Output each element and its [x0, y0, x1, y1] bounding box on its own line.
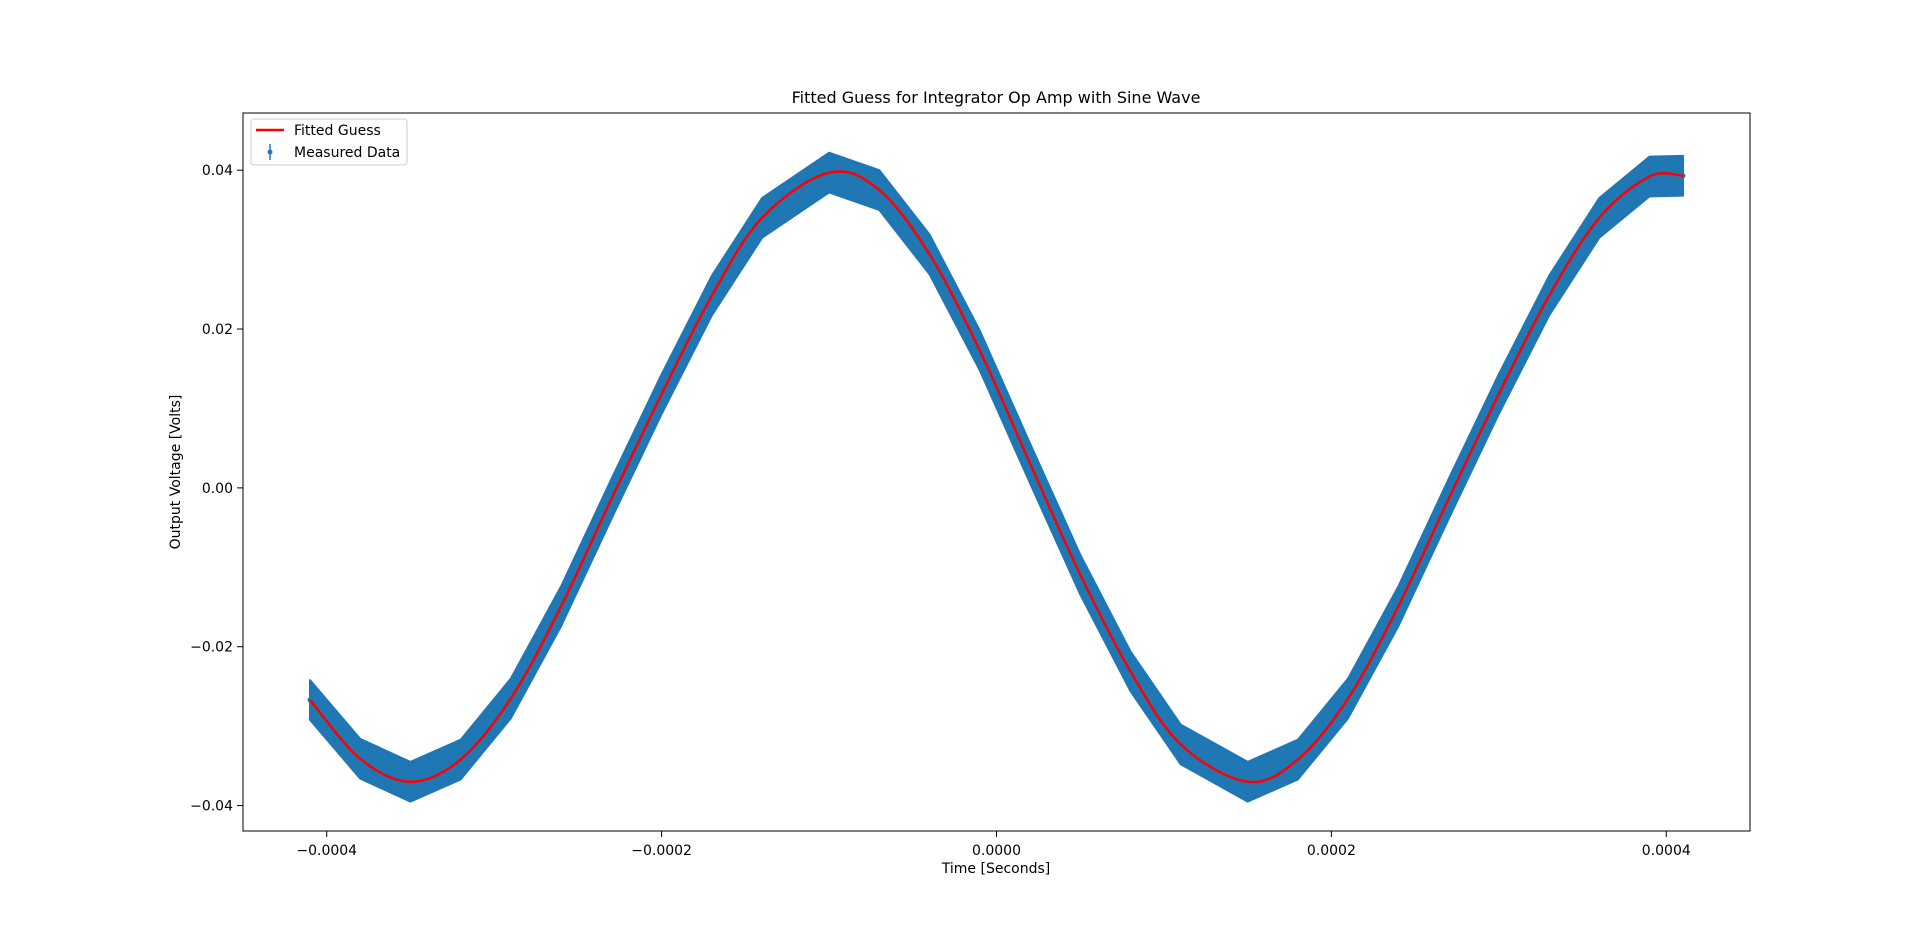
x-axis-ticks: −0.0004 −0.0002 0.0000 0.0002 0.0004 — [296, 831, 1691, 859]
fitted-guess-line — [309, 170, 1684, 784]
y-tick-label: 0.02 — [202, 322, 233, 338]
y-axis-ticks: −0.04 −0.02 0.00 0.02 0.04 — [190, 163, 243, 815]
y-tick-label: −0.02 — [190, 640, 233, 656]
x-tick-label: 0.0002 — [1307, 843, 1356, 859]
x-axis-label: Time [Seconds] — [941, 861, 1050, 877]
legend-label-measured-data: Measured Data — [294, 145, 400, 161]
legend-box — [250, 118, 408, 166]
y-tick-label: 0.00 — [202, 481, 233, 497]
legend-point-marker — [267, 149, 273, 155]
x-tick-label: 0.0000 — [972, 843, 1021, 859]
chart-title: Fitted Guess for Integrator Op Amp with … — [792, 88, 1201, 107]
y-tick-label: −0.04 — [190, 799, 233, 815]
x-tick-label: −0.0004 — [296, 843, 357, 859]
plot-data-layer — [307, 151, 1686, 803]
x-tick-label: −0.0002 — [631, 843, 692, 859]
x-tick-label: 0.0004 — [1642, 843, 1691, 859]
legend: Fitted Guess Measured Data — [250, 118, 408, 166]
y-axis-label: Output Voltage [Volts] — [168, 395, 184, 550]
legend-label-fitted-guess: Fitted Guess — [294, 123, 381, 139]
y-tick-label: 0.04 — [202, 163, 233, 179]
